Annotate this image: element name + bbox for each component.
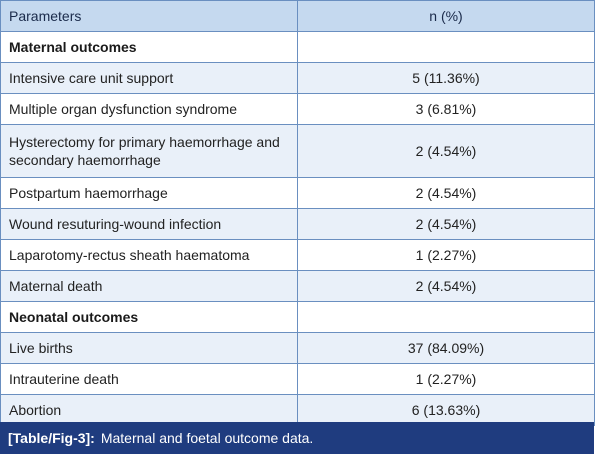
value-cell: 37 (84.09%): [297, 332, 595, 364]
table-row: Intensive care unit support 5 (11.36%): [0, 62, 595, 94]
table-row: Abortion 6 (13.63%): [0, 394, 595, 426]
param-cell: Maternal death: [0, 270, 298, 302]
table-row: Intrauterine death 1 (2.27%): [0, 363, 595, 395]
param-cell: Intrauterine death: [0, 363, 298, 395]
table-header-row: Parameters n (%): [0, 0, 595, 32]
section-title: Neonatal outcomes: [0, 301, 298, 333]
value-cell: 5 (11.36%): [297, 62, 595, 94]
value-cell: 2 (4.54%): [297, 124, 595, 178]
table-row: Laparotomy-rectus sheath haematoma 1 (2.…: [0, 239, 595, 271]
value-cell: 2 (4.54%): [297, 177, 595, 209]
table-row: Live births 37 (84.09%): [0, 332, 595, 364]
param-cell: Hysterectomy for primary haemorrhage and…: [0, 124, 298, 178]
param-cell: Abortion: [0, 394, 298, 426]
outcome-table: Parameters n (%) Maternal outcomes Inten…: [0, 0, 595, 426]
value-cell: 3 (6.81%): [297, 93, 595, 125]
value-cell: 6 (13.63%): [297, 394, 595, 426]
section-empty-cell: [297, 31, 595, 63]
section-row-maternal: Maternal outcomes: [0, 31, 595, 63]
table-row: Maternal death 2 (4.54%): [0, 270, 595, 302]
value-cell: 1 (2.27%): [297, 239, 595, 271]
table-row: Postpartum haemorrhage 2 (4.54%): [0, 177, 595, 209]
table-row: Multiple organ dysfunction syndrome 3 (6…: [0, 93, 595, 125]
table-caption: [Table/Fig-3]: Maternal and foetal outco…: [0, 422, 594, 454]
value-cell: 1 (2.27%): [297, 363, 595, 395]
param-cell: Wound resuturing-wound infection: [0, 208, 298, 240]
table-row: Hysterectomy for primary haemorrhage and…: [0, 124, 595, 178]
section-title: Maternal outcomes: [0, 31, 298, 63]
section-row-neonatal: Neonatal outcomes: [0, 301, 595, 333]
value-cell: 2 (4.54%): [297, 270, 595, 302]
param-cell: Postpartum haemorrhage: [0, 177, 298, 209]
param-cell: Intensive care unit support: [0, 62, 298, 94]
caption-label: [Table/Fig-3]:: [8, 430, 95, 446]
table-row: Wound resuturing-wound infection 2 (4.54…: [0, 208, 595, 240]
header-n-percent: n (%): [297, 0, 595, 32]
param-cell: Live births: [0, 332, 298, 364]
header-parameters: Parameters: [0, 0, 298, 32]
caption-text: Maternal and foetal outcome data.: [100, 430, 314, 446]
section-empty-cell: [297, 301, 595, 333]
param-cell: Multiple organ dysfunction syndrome: [0, 93, 298, 125]
value-cell: 2 (4.54%): [297, 208, 595, 240]
param-cell: Laparotomy-rectus sheath haematoma: [0, 239, 298, 271]
